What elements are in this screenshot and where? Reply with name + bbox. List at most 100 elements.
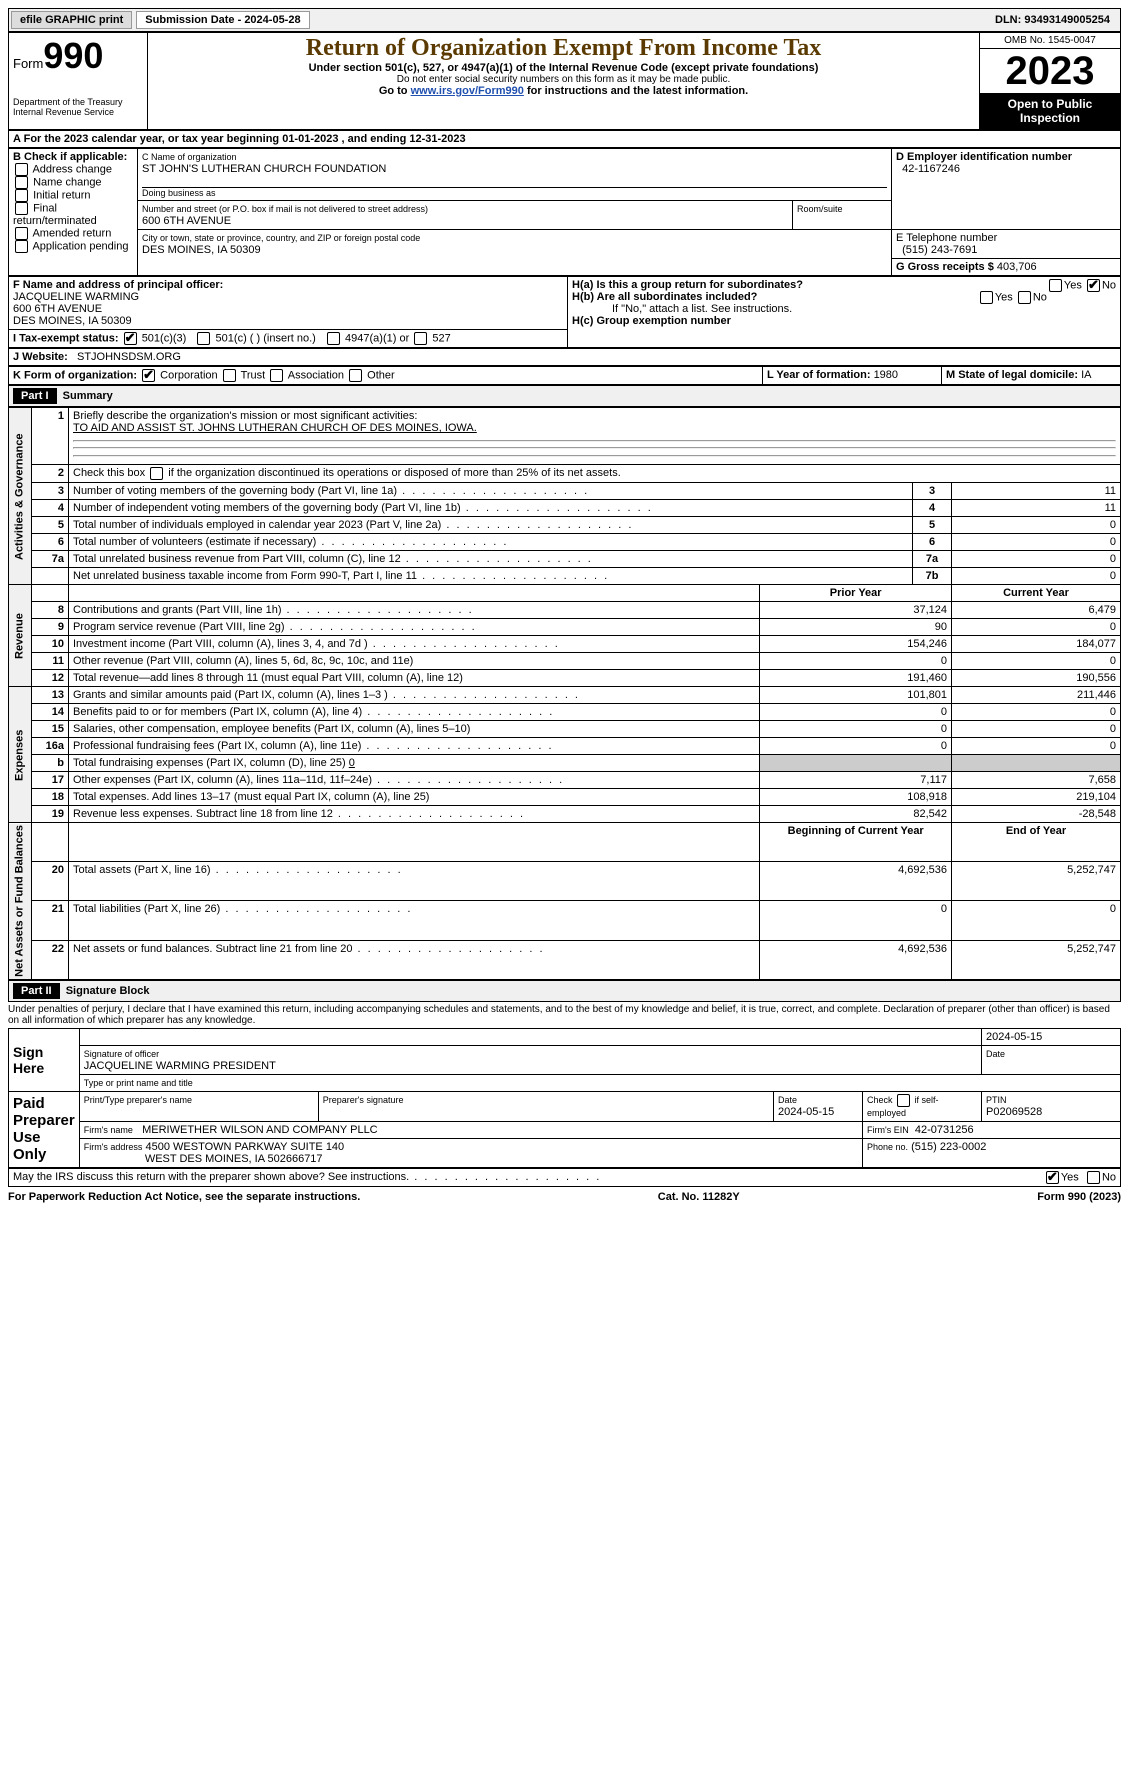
opt-trust: Trust (241, 369, 266, 381)
omb-number: OMB No. 1545-0047 (980, 33, 1120, 49)
checkbox-501c[interactable] (197, 332, 210, 345)
opt-other: Other (367, 369, 395, 381)
form990-link[interactable]: www.irs.gov/Form990 (411, 85, 524, 97)
checkbox-final-return[interactable] (15, 202, 28, 215)
street-address: 600 6TH AVENUE (142, 215, 231, 227)
opt-initial-return: Initial return (33, 189, 90, 201)
l11-text: Other revenue (Part VIII, column (A), li… (69, 653, 760, 670)
checkbox-discuss-no[interactable] (1087, 1171, 1100, 1184)
year-formation: 1980 (874, 369, 898, 381)
checkbox-initial-return[interactable] (15, 189, 28, 202)
tax-year: 2023 (980, 49, 1120, 93)
checkbox-assoc[interactable] (270, 369, 283, 382)
l10-text: Investment income (Part VIII, column (A)… (69, 636, 760, 653)
checkbox-discuss-yes[interactable] (1046, 1171, 1059, 1184)
checkbox-l2[interactable] (150, 467, 163, 480)
checkbox-amended-return[interactable] (15, 227, 28, 240)
checkbox-501c3[interactable] (124, 332, 137, 345)
c19: -28,548 (952, 806, 1121, 823)
l1-label: Briefly describe the organization's miss… (73, 410, 417, 422)
sign-date-top: 2024-05-15 (982, 1028, 1121, 1045)
l5-val: 0 (952, 517, 1121, 534)
dba-label: Doing business as (142, 187, 887, 198)
ein-value: 42-1167246 (902, 163, 960, 175)
Ha-label: H(a) Is this a group return for subordin… (572, 279, 803, 291)
boxG-label: G Gross receipts $ (896, 261, 997, 273)
c11: 0 (952, 653, 1121, 670)
type-print-label: Type or print name and title (84, 1078, 193, 1088)
l2-text: Check this box if the organization disco… (73, 467, 621, 479)
l13-text: Grants and similar amounts paid (Part IX… (69, 687, 760, 704)
room-label: Room/suite (797, 204, 843, 214)
checkbox-Ha-no[interactable] (1087, 279, 1100, 292)
checkbox-Hb-yes[interactable] (980, 291, 993, 304)
Hb-label: H(b) Are all subordinates included? (572, 291, 757, 303)
p21: 0 (760, 901, 952, 940)
form-header: Form990 Department of the Treasury Inter… (8, 32, 1121, 130)
city-state-zip: DES MOINES, IA 50309 (142, 244, 261, 256)
checkbox-4947[interactable] (327, 332, 340, 345)
l22-text: Net assets or fund balances. Subtract li… (69, 940, 760, 979)
state-domicile: IA (1081, 369, 1091, 381)
c8: 6,479 (952, 602, 1121, 619)
boxK-label: K Form of organization: (13, 369, 137, 381)
footer-pra: For Paperwork Reduction Act Notice, see … (8, 1191, 360, 1203)
checkbox-other[interactable] (349, 369, 362, 382)
efile-print-button[interactable]: efile GRAPHIC print (11, 11, 132, 29)
form-title: Return of Organization Exempt From Incom… (152, 35, 975, 62)
discuss-text: May the IRS discuss this return with the… (13, 1171, 601, 1183)
checkbox-corp[interactable] (142, 369, 155, 382)
boxE-label: E Telephone number (896, 232, 997, 244)
c14: 0 (952, 704, 1121, 721)
treasury-dept: Department of the Treasury (13, 97, 143, 107)
prior-year-hdr: Prior Year (760, 585, 952, 602)
prep-sig-label: Preparer's signature (323, 1095, 404, 1105)
checkbox-trust[interactable] (223, 369, 236, 382)
no-label-3: No (1102, 1171, 1116, 1183)
yes-label-2: Yes (995, 291, 1013, 303)
checkbox-app-pending[interactable] (15, 240, 28, 253)
checkbox-Hb-no[interactable] (1018, 291, 1031, 304)
firm-ein: 42-0731256 (915, 1124, 974, 1136)
p12: 191,460 (760, 670, 952, 687)
officer-addr1: 600 6TH AVENUE (13, 303, 102, 315)
l7a-text: Total unrelated business revenue from Pa… (69, 551, 913, 568)
prep-date: 2024-05-15 (778, 1106, 834, 1118)
sig-officer-label: Signature of officer (84, 1049, 159, 1059)
c17: 7,658 (952, 772, 1121, 789)
p11: 0 (760, 653, 952, 670)
checkbox-self-emp[interactable] (897, 1094, 910, 1107)
dln: DLN: 93493149005254 (995, 14, 1118, 26)
p15: 0 (760, 721, 952, 738)
no-label-2: No (1033, 291, 1047, 303)
opt-address-change: Address change (32, 163, 112, 175)
Hb-note: If "No," attach a list. See instructions… (572, 303, 1116, 315)
side-activities: Activities & Governance (9, 408, 32, 585)
checkbox-527[interactable] (414, 332, 427, 345)
footer-form: Form 990 (2023) (1037, 1191, 1121, 1203)
l19-text: Revenue less expenses. Subtract line 18 … (69, 806, 760, 823)
checkbox-Ha-yes[interactable] (1049, 279, 1062, 292)
checkbox-name-change[interactable] (15, 176, 28, 189)
ssn-note: Do not enter social security numbers on … (152, 74, 975, 85)
officer-sig: JACQUELINE WARMING PRESIDENT (84, 1060, 276, 1072)
public-inspection: Open to Public Inspection (980, 93, 1120, 129)
l8-text: Contributions and grants (Part VIII, lin… (69, 602, 760, 619)
boxL-label: L Year of formation: (767, 369, 874, 381)
current-year-hdr: Current Year (952, 585, 1121, 602)
officer-addr2: DES MOINES, IA 50309 (13, 315, 132, 327)
submission-date: Submission Date - 2024-05-28 (136, 11, 309, 29)
gross-receipts: 403,706 (997, 261, 1037, 273)
l6-val: 0 (952, 534, 1121, 551)
p20: 4,692,536 (760, 862, 952, 901)
sign-here: Sign Here (9, 1028, 80, 1091)
form-label: Form (13, 56, 43, 71)
officer-name: JACQUELINE WARMING (13, 291, 139, 303)
no-label: No (1102, 279, 1116, 291)
firm-addr1: 4500 WESTOWN PARKWAY SUITE 140 (146, 1141, 345, 1153)
paid-preparer: Paid Preparer Use Only (9, 1091, 80, 1167)
checkbox-address-change[interactable] (15, 163, 28, 176)
tax-exempt-label: I Tax-exempt status: (13, 332, 119, 344)
firm-addr2: WEST DES MOINES, IA 502666717 (145, 1153, 323, 1165)
Hc-label: H(c) Group exemption number (572, 315, 731, 327)
